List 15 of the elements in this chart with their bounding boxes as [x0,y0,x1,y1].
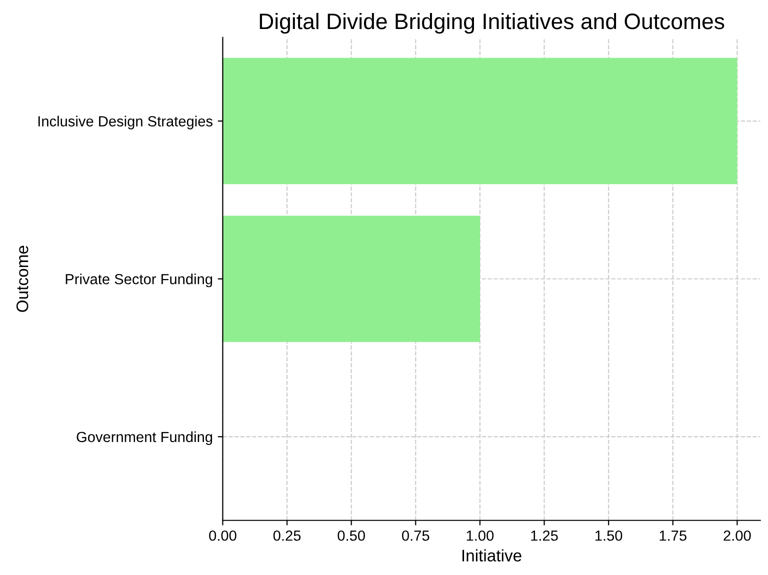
x-axis-title: Initiative [462,549,522,562]
x-tick-label: 0.25 [273,530,301,541]
x-tick-label: 1.25 [531,530,558,541]
chart-title: Digital Divide Bridging Initiatives and Outcomes [260,12,724,34]
x-tick-label: 1.75 [660,530,686,541]
x-tick-label: 2.00 [724,530,751,541]
y-tick-label: Private Sector Funding [66,274,212,288]
x-tick-label: 0.50 [338,530,365,541]
x-tick-label: 1.00 [466,530,494,541]
y-axis-title: Outcome [16,246,28,312]
y-tick-label: Government Funding [76,431,212,446]
x-tick-label: 1.50 [595,530,622,541]
x-tick-label: 0.00 [209,530,236,541]
x-tick-label: 0.75 [402,530,430,541]
y-tick-label: Inclusive Design Strategies [38,116,212,130]
